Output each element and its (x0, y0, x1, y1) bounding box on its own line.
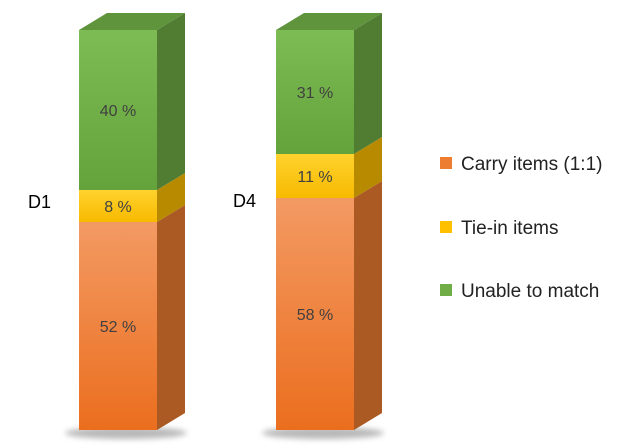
category-label-d4: D4 (233, 191, 256, 211)
legend-label-carry-items-1-1: Carry items (1:1) (461, 154, 602, 175)
bar-segment-d4-tie-in-items (276, 154, 354, 198)
legend-label-tie-in-items: Tie-in items (461, 218, 558, 239)
bar-segment-d4-carry-items-1-1 (276, 198, 354, 430)
legend: Carry items (1:1) Tie-in items Unable to m… (440, 154, 602, 302)
bar-side-d1-tie-in-items (157, 173, 185, 222)
bar-side-d1-unable-to-match (157, 13, 185, 190)
bar-segment-d1-tie-in-items (79, 190, 157, 222)
legend-swatch-carry-items-1-1 (440, 157, 452, 169)
bar-top-d4 (276, 13, 382, 30)
data-label-d1-unable-to-match: 40 % (100, 103, 136, 120)
data-label-d1-carry-items-1-1: 52 % (100, 319, 136, 336)
category-labels: D1 D4 (28, 191, 256, 212)
legend-swatch-unable-to-match (440, 284, 452, 296)
bar-top-d1 (79, 13, 185, 30)
legend-swatch-tie-in-items (440, 221, 452, 233)
category-label-d1: D1 (28, 192, 51, 212)
bar-segment-d4-unable-to-match (276, 30, 354, 154)
data-label-d4-unable-to-match: 31 % (297, 85, 333, 102)
bar-side-d1-carry-items-1-1 (157, 205, 185, 430)
data-label-d4-tie-in-items: 11 % (297, 169, 332, 186)
bar-segment-d1-unable-to-match (79, 30, 157, 190)
bars-group: 52 % 8 % 40 % 58 % 11 % 31 % (79, 13, 382, 430)
bar-side-d4-tie-in-items (354, 137, 382, 198)
data-label-d1-tie-in-items: 8 % (104, 199, 132, 216)
bar-side-d4-carry-items-1-1 (354, 181, 382, 430)
legend-label-unable-to-match: Unable to match (461, 281, 599, 302)
data-label-d4-carry-items-1-1: 58 % (297, 307, 333, 324)
bar-segment-d1-carry-items-1-1 (79, 222, 157, 430)
bar-side-d4-unable-to-match (354, 13, 382, 154)
